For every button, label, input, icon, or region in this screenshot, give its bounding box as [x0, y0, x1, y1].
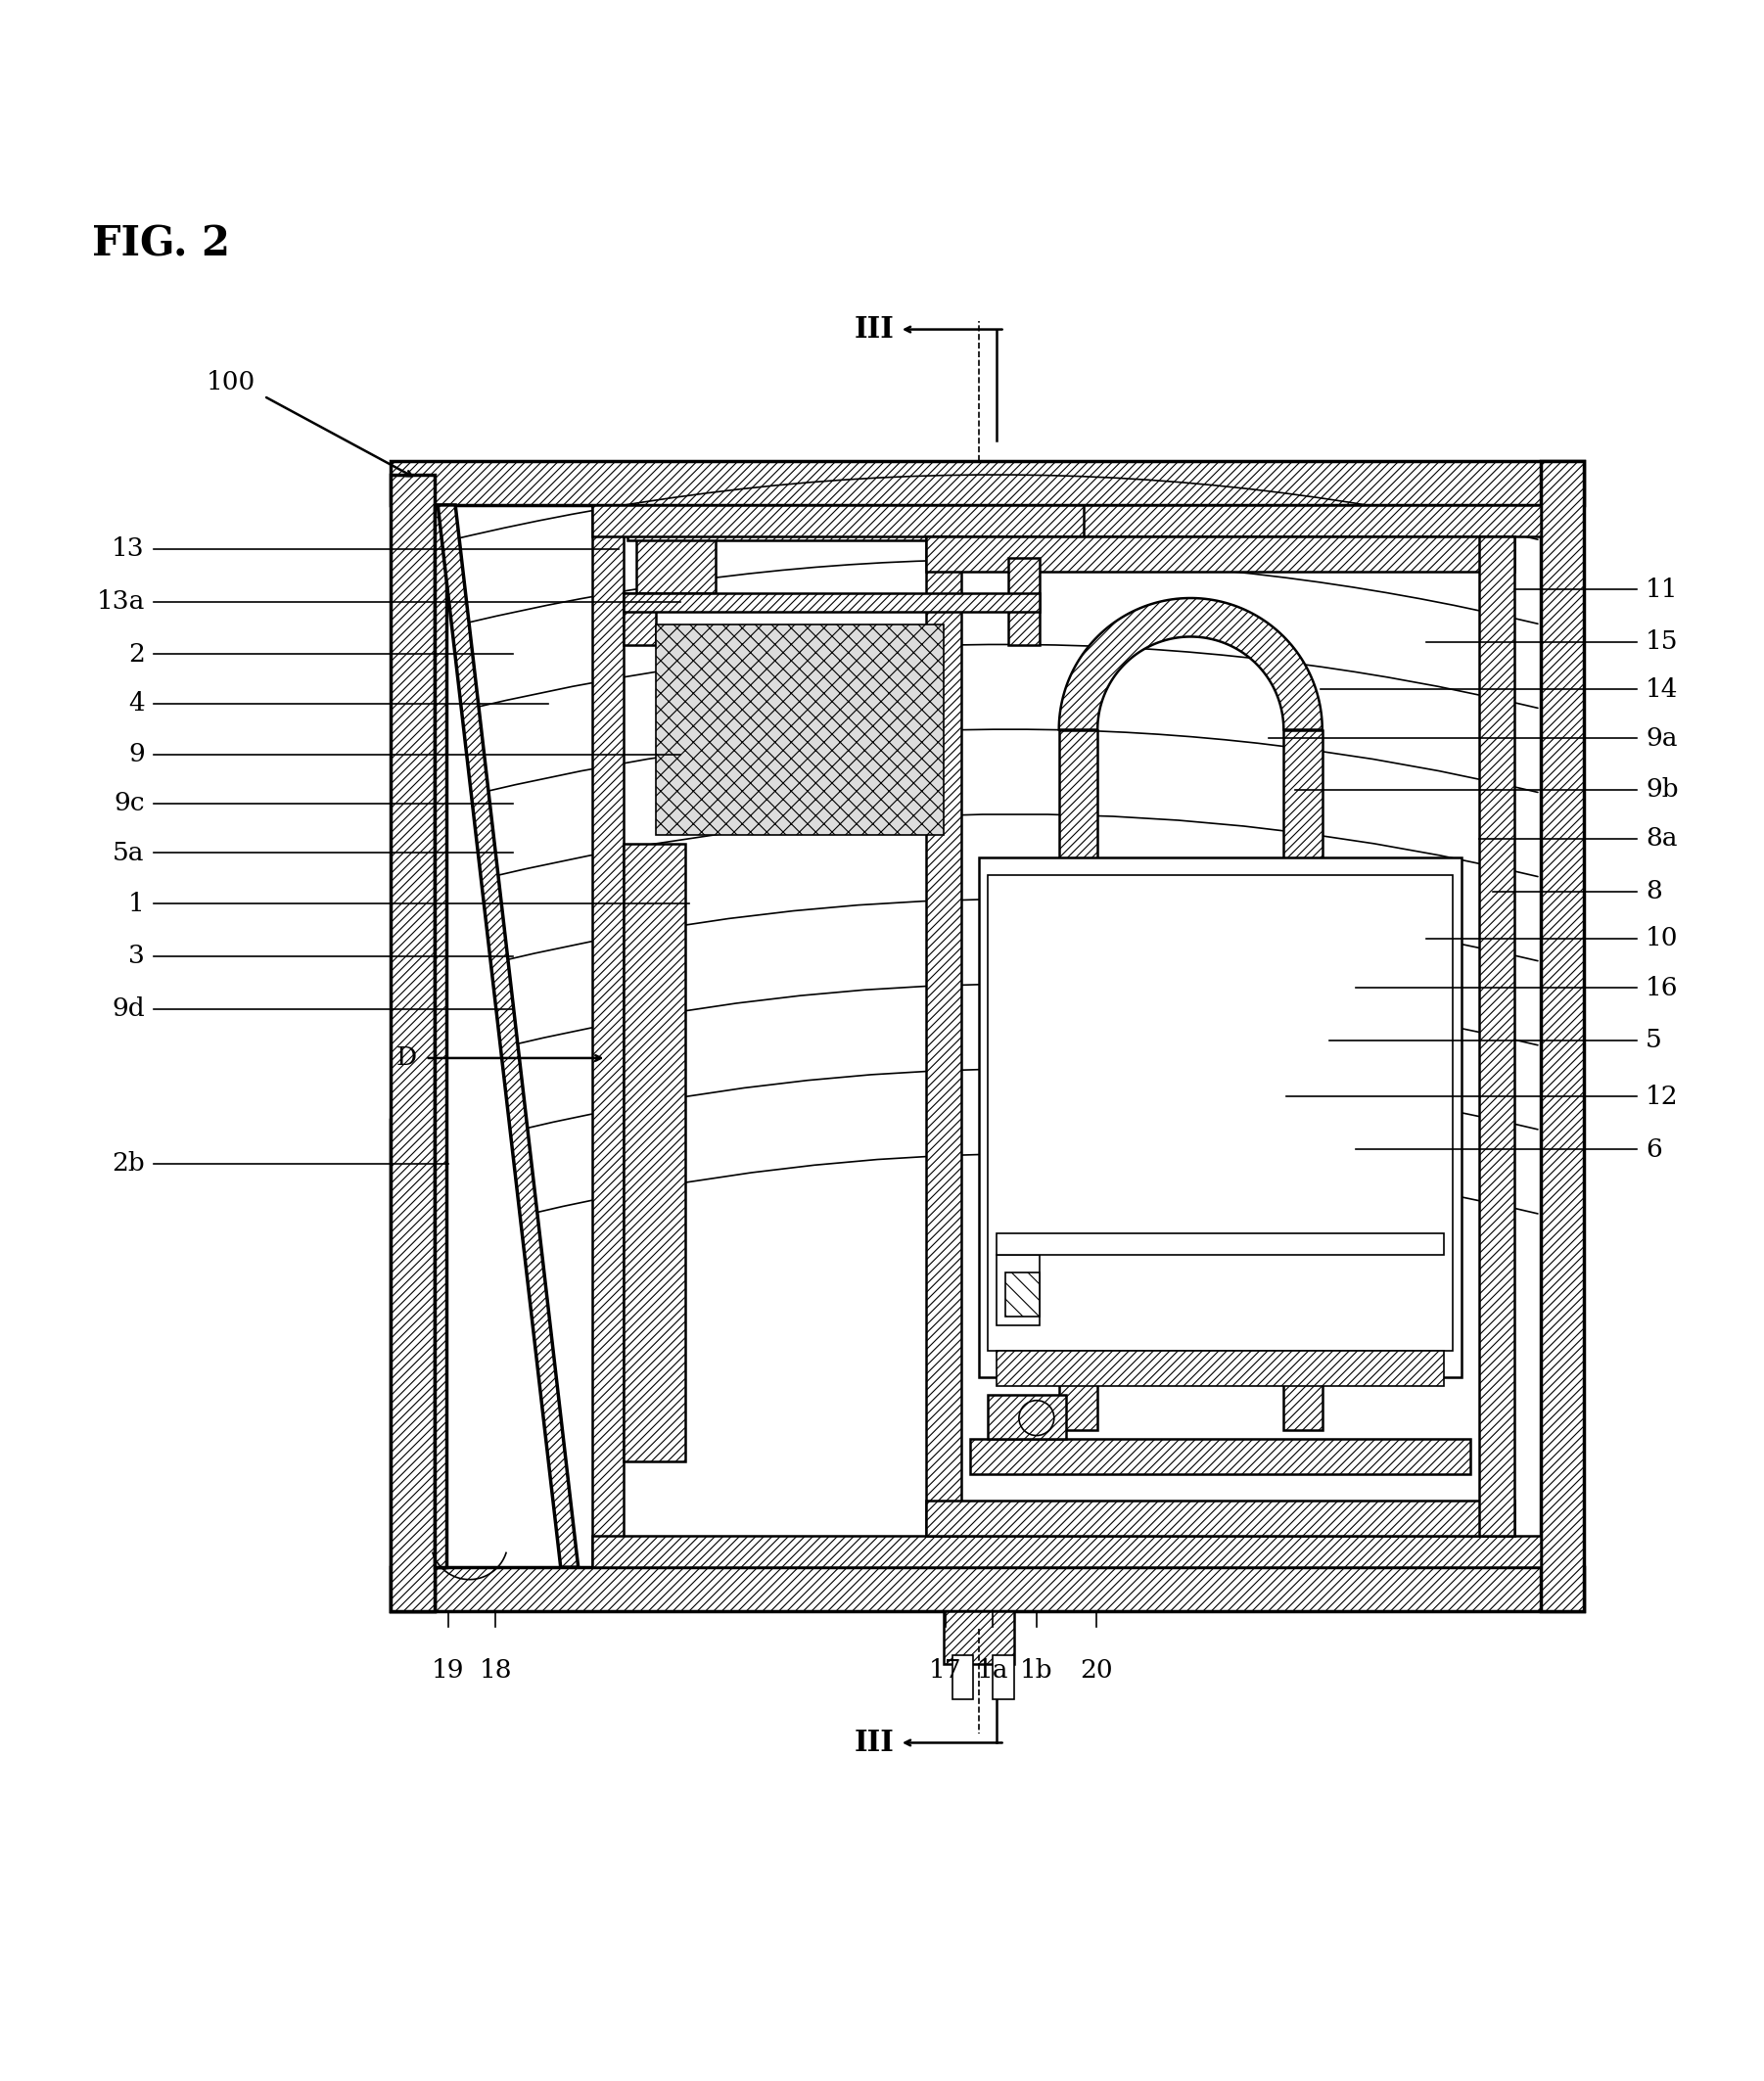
Text: 1b: 1b	[1020, 1659, 1053, 1684]
Bar	[390, 474, 434, 1611]
Bar	[390, 1567, 1584, 1611]
Text: 13a: 13a	[97, 589, 145, 614]
Text: 3: 3	[129, 945, 145, 968]
Text: 6: 6	[1646, 1136, 1662, 1161]
Text: 4: 4	[129, 691, 145, 716]
Text: 19: 19	[432, 1659, 464, 1684]
Bar	[988, 876, 1452, 1351]
Text: D: D	[397, 1047, 416, 1070]
Text: 9d: 9d	[111, 997, 145, 1022]
Bar	[1478, 537, 1514, 1536]
Text: 8a: 8a	[1646, 826, 1678, 851]
Bar	[970, 1440, 1469, 1473]
Text: FIG. 2: FIG. 2	[92, 225, 229, 264]
Text: 9: 9	[129, 743, 145, 766]
Text: 5: 5	[1646, 1028, 1662, 1053]
Bar	[997, 1255, 1041, 1326]
Text: 11: 11	[1646, 576, 1679, 601]
Bar	[1284, 730, 1323, 1430]
Bar	[390, 1120, 434, 1611]
Bar	[1009, 558, 1041, 645]
Bar	[988, 1394, 1067, 1440]
Bar	[997, 1351, 1445, 1386]
Text: 2b: 2b	[111, 1151, 145, 1176]
Bar	[624, 593, 1041, 612]
Bar	[993, 1654, 1014, 1698]
Bar	[1058, 730, 1097, 1430]
Bar	[624, 845, 686, 1461]
Text: 16: 16	[1646, 976, 1679, 1001]
Bar	[979, 857, 1461, 1378]
Text: 1a: 1a	[977, 1659, 1009, 1684]
Text: 20: 20	[1080, 1659, 1113, 1684]
Text: 5a: 5a	[113, 841, 145, 866]
Bar	[997, 1234, 1445, 1255]
Bar	[1005, 1271, 1041, 1315]
Text: 14: 14	[1646, 676, 1679, 701]
Bar	[593, 506, 624, 1567]
Text: 1: 1	[129, 891, 145, 916]
Bar	[624, 593, 656, 645]
Polygon shape	[437, 506, 579, 1567]
Bar	[953, 1654, 974, 1698]
Text: 10: 10	[1646, 926, 1679, 951]
Polygon shape	[1058, 597, 1323, 730]
Text: 15: 15	[1646, 631, 1679, 653]
Bar	[1540, 462, 1584, 1611]
Text: 9c: 9c	[113, 791, 145, 816]
Bar	[944, 1611, 1014, 1665]
Text: 9b: 9b	[1646, 776, 1679, 801]
Text: 2: 2	[129, 643, 145, 666]
Bar	[390, 462, 1584, 506]
Text: 13: 13	[111, 537, 145, 562]
Bar	[926, 1500, 1514, 1536]
Text: 17: 17	[930, 1659, 961, 1684]
Bar	[926, 537, 961, 1536]
Text: 100: 100	[206, 370, 256, 393]
Text: III: III	[854, 1729, 894, 1756]
Text: 18: 18	[480, 1659, 512, 1684]
Bar	[434, 506, 446, 1567]
Bar	[656, 624, 944, 834]
Bar	[926, 537, 1514, 572]
Text: 9a: 9a	[1646, 726, 1678, 751]
Bar	[1083, 506, 1540, 537]
Text: III: III	[854, 314, 894, 343]
Text: 12: 12	[1646, 1084, 1679, 1109]
Bar	[593, 506, 1154, 537]
Bar	[628, 506, 997, 541]
Bar	[593, 1536, 1540, 1567]
Text: 8: 8	[1646, 878, 1662, 903]
Bar	[637, 506, 714, 593]
